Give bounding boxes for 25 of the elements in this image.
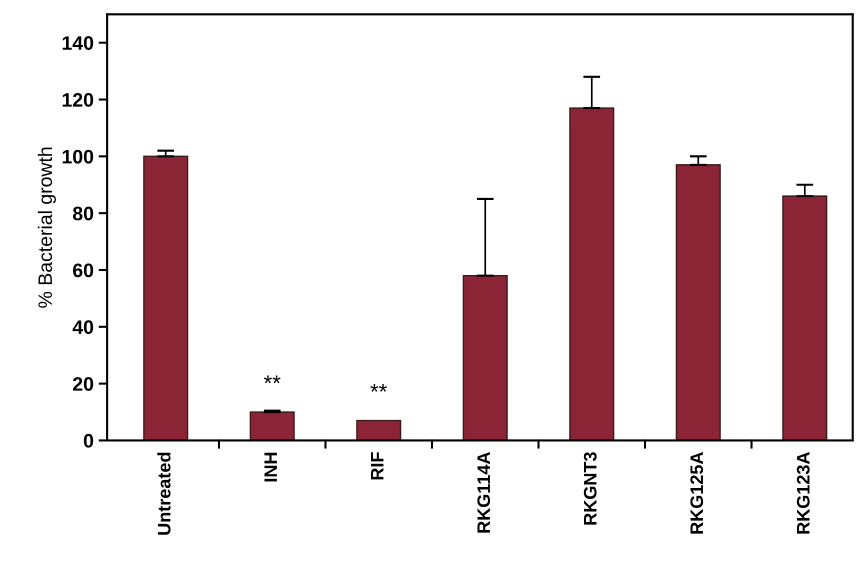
y-tick-label: 40 [72,320,94,334]
bar [143,156,188,440]
x-tick-label: INH [264,452,277,482]
y-tick-label: 80 [72,206,94,220]
y-axis-title: % Bacterial growth [38,148,56,308]
bar [676,164,721,440]
annotation: ** [264,375,281,384]
bar [569,107,614,440]
bar [782,195,828,440]
bar [356,420,402,440]
x-tick-label: RKG125A [690,452,704,534]
x-tick-label: RKG114A [477,452,490,533]
x-tick-label: RKGNT3 [584,452,597,525]
bar [250,411,295,440]
y-tick-label: 20 [72,377,94,391]
annotation: ** [370,384,388,392]
y-tick-label: 60 [73,263,94,278]
bar [462,274,508,440]
y-tick-label: 0 [84,434,94,448]
y-tick-label: 140 [62,36,94,50]
x-tick-label: RKG123A [796,452,810,534]
y-tick-label: 100 [62,150,94,164]
y-tick-label: 120 [62,92,94,107]
x-tick-label: RIF [370,452,384,480]
x-tick-label: Untreated [157,452,171,535]
